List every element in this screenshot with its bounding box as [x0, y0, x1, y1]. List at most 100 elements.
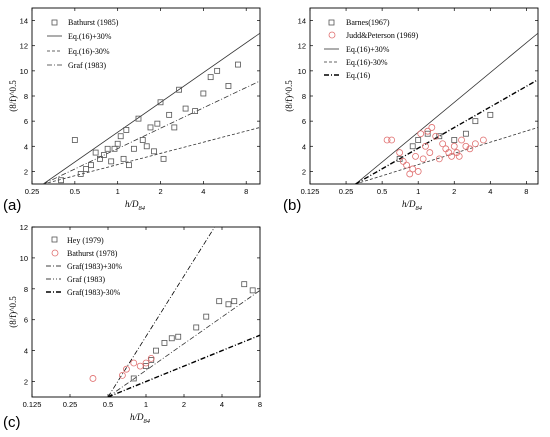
data-point-circle: [458, 136, 465, 144]
data-point-square: [117, 133, 124, 140]
data-point-circle: [442, 145, 450, 153]
y-tick-label: 12: [298, 42, 306, 51]
legend-entry: Eq.(16)+30%: [346, 45, 390, 54]
data-point-square: [171, 124, 178, 131]
x-tick-label: 8: [244, 187, 248, 196]
data-point-square: [415, 137, 422, 143]
legend-entry: Eq.(16): [346, 71, 371, 80]
legend-marker-square: [51, 19, 58, 26]
data-point-square: [58, 177, 64, 184]
data-point-circle: [414, 168, 422, 175]
data-point-square: [462, 130, 469, 137]
data-point-circle: [417, 130, 425, 138]
y-tick-label: 4: [24, 142, 28, 151]
data-point-square: [168, 335, 175, 342]
x-tick-label: 0.5: [377, 187, 387, 196]
data-point-square: [436, 133, 443, 140]
legend-entry: Eq.(16)-30%: [346, 58, 388, 67]
x-tick-label: 4: [201, 187, 205, 196]
reference-line: [355, 79, 538, 184]
y-tick-label: 8: [24, 92, 28, 101]
x-tick-label: 2: [182, 400, 186, 409]
data-point-square: [225, 83, 232, 89]
legend-entry: Graf(1983)-30%: [67, 288, 121, 297]
reference-line: [107, 227, 216, 397]
data-point-square: [111, 145, 118, 152]
data-point-square: [108, 158, 115, 165]
legend-marker-circle: [51, 249, 59, 257]
data-point-circle: [89, 375, 97, 382]
x-tick-label: 4: [488, 187, 492, 196]
reference-lines-b: [355, 32, 538, 184]
data-point-circle: [428, 124, 436, 131]
y-tick-label: 12: [20, 42, 28, 51]
data-point-circle: [453, 149, 461, 156]
data-point-square: [88, 162, 94, 169]
data-point-circle: [142, 359, 150, 367]
data-point-circle: [426, 149, 434, 156]
x-tick-label: 1: [116, 187, 120, 196]
data-point-square: [193, 324, 200, 331]
data-points-c: [89, 281, 256, 382]
x-tick-label: 0.25: [339, 187, 354, 196]
legend-entry: Judd&Peterson (1969): [346, 31, 419, 40]
data-point-square: [249, 287, 256, 294]
data-point-square: [175, 333, 182, 340]
x-axis-label-b: h/D84: [402, 199, 423, 212]
data-point-square: [130, 145, 137, 152]
data-point-square: [214, 67, 221, 74]
data-point-circle: [419, 155, 427, 163]
data-point-circle: [455, 152, 463, 160]
data-point-square: [97, 155, 103, 162]
reference-line: [43, 32, 260, 184]
data-point-square: [207, 74, 214, 81]
data-point-circle: [435, 155, 443, 163]
x-tick-label: 8: [524, 187, 528, 196]
x-tick-label: 4: [220, 400, 224, 409]
y-tick-label: 8: [302, 92, 306, 101]
x-axis-label-a: h/D84: [125, 199, 146, 212]
reference-line: [355, 127, 538, 184]
y-tick-label: 10: [298, 67, 306, 76]
y-tick-label: 6: [24, 117, 28, 126]
x-tick-label: 0.5: [103, 400, 113, 409]
data-point-square: [114, 140, 121, 147]
y-axis-label-c: (8/f)^0.5: [8, 296, 18, 328]
data-point-square: [135, 115, 142, 122]
data-point-square: [130, 375, 137, 382]
data-point-circle: [406, 170, 414, 178]
x-tick-label: 8: [258, 400, 262, 409]
x-tick-label: 2: [158, 187, 162, 196]
data-point-circle: [422, 142, 429, 150]
data-point-circle: [130, 359, 138, 367]
legend-marker-square: [328, 19, 335, 26]
data-points-a: [58, 61, 241, 184]
data-point-square: [71, 137, 78, 143]
data-point-circle: [450, 142, 458, 150]
data-point-square: [216, 298, 223, 305]
data-point-circle: [432, 132, 440, 140]
data-point-circle: [136, 362, 144, 370]
plot-frame-a: [31, 7, 261, 185]
data-point-square: [154, 120, 161, 127]
data-point-circle: [439, 140, 447, 148]
x-tick-label: 0.5: [70, 187, 80, 196]
x-axis-label-main: h/D: [130, 412, 144, 422]
x-axis-label-sub: 84: [139, 205, 146, 212]
y-tick-label: 4: [24, 347, 28, 356]
data-point-circle: [412, 152, 419, 160]
data-point-square: [409, 143, 416, 150]
x-axis-label-c: h/D84: [130, 412, 151, 425]
data-point-square: [200, 90, 207, 97]
x-tick-label: 1: [144, 400, 148, 409]
data-point-square: [182, 105, 189, 112]
reference-lines-c: [107, 227, 260, 397]
y-tick-label: 12: [20, 223, 28, 232]
legend-entry: Eq.(16)-30%: [68, 47, 110, 56]
